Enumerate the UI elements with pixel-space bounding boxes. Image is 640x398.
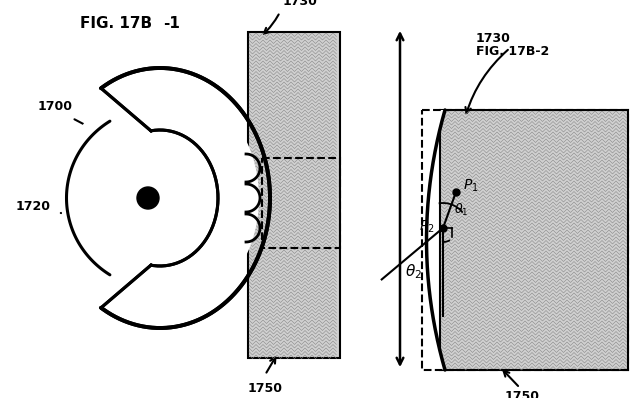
Bar xyxy=(440,110,628,370)
Text: 1730: 1730 xyxy=(283,0,318,8)
Bar xyxy=(248,32,340,358)
Text: -1: -1 xyxy=(163,16,180,31)
Polygon shape xyxy=(422,110,445,370)
Bar xyxy=(441,111,627,369)
Text: FIG. 17B: FIG. 17B xyxy=(80,16,152,31)
Ellipse shape xyxy=(61,81,259,315)
Bar xyxy=(249,33,339,357)
Bar xyxy=(422,110,628,370)
Text: $P_1$: $P_1$ xyxy=(463,178,479,194)
Circle shape xyxy=(137,187,159,209)
Text: 1730: 1730 xyxy=(476,32,511,45)
Text: 1750: 1750 xyxy=(505,390,540,398)
Text: 1700: 1700 xyxy=(38,100,73,113)
Text: 1720: 1720 xyxy=(16,200,51,213)
Text: 1750: 1750 xyxy=(248,382,283,395)
Bar xyxy=(262,158,340,248)
Text: $\theta_2$: $\theta_2$ xyxy=(405,262,422,281)
Text: $\theta_1$: $\theta_1$ xyxy=(454,202,468,218)
Text: FIG. 17B-2: FIG. 17B-2 xyxy=(476,45,549,58)
Text: $P_2$: $P_2$ xyxy=(419,219,435,235)
